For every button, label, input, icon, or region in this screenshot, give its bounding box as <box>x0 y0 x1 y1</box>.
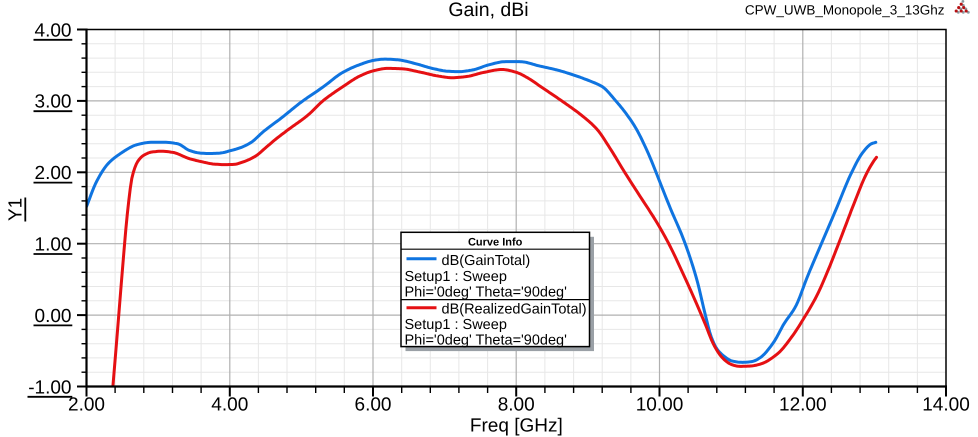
svg-text:Y1: Y1 <box>6 198 27 221</box>
svg-text:Curve Info: Curve Info <box>468 237 523 249</box>
svg-text:2.00: 2.00 <box>35 163 72 184</box>
svg-text:0.00: 0.00 <box>35 306 72 327</box>
svg-text:6.00: 6.00 <box>355 395 392 416</box>
svg-text:8.00: 8.00 <box>498 395 535 416</box>
svg-text:12.00: 12.00 <box>779 395 827 416</box>
svg-text:Phi='0deg' Theta='90deg': Phi='0deg' Theta='90deg' <box>405 285 568 301</box>
svg-text:Setup1 : Sweep: Setup1 : Sweep <box>405 269 507 285</box>
svg-text:Freq [GHz]: Freq [GHz] <box>470 416 563 437</box>
svg-text:Gain, dBi: Gain, dBi <box>448 0 528 21</box>
svg-text:2.00: 2.00 <box>68 395 105 416</box>
svg-text:4.00: 4.00 <box>211 395 248 416</box>
svg-text:14.00: 14.00 <box>922 395 970 416</box>
svg-text:Setup1 : Sweep: Setup1 : Sweep <box>405 317 507 333</box>
svg-text:3.00: 3.00 <box>35 92 72 113</box>
svg-text:dB(GainTotal): dB(GainTotal) <box>442 253 531 269</box>
svg-text:Phi='0deg' Theta='90deg': Phi='0deg' Theta='90deg' <box>405 332 568 348</box>
svg-text:10.00: 10.00 <box>636 395 684 416</box>
svg-text:CPW_UWB_Monopole_3_13Ghz: CPW_UWB_Monopole_3_13Ghz <box>745 3 945 18</box>
svg-text:-1.00: -1.00 <box>28 377 71 398</box>
svg-text:1.00: 1.00 <box>35 235 72 256</box>
svg-text:dB(RealizedGainTotal): dB(RealizedGainTotal) <box>442 302 587 318</box>
svg-text:4.00: 4.00 <box>35 20 72 41</box>
